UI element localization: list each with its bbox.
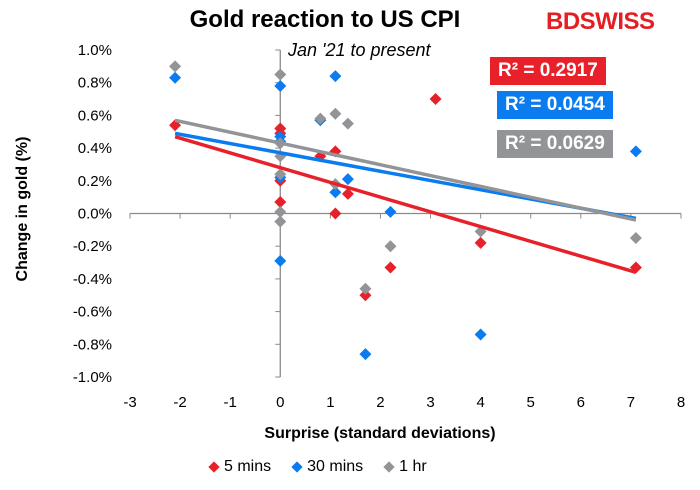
x-tick-label: 6 [577, 394, 585, 411]
data-point-1-hr [274, 205, 287, 218]
data-point-30-mins [384, 205, 397, 218]
data-point-1-hr [629, 232, 642, 245]
y-tick-label: -0.6% [73, 304, 112, 321]
y-tick-label: 0.6% [78, 107, 112, 124]
x-tick-label: 3 [426, 394, 434, 411]
y-tick-label: 0.4% [78, 140, 112, 157]
x-axis-label: Surprise (standard deviations) [264, 425, 496, 442]
data-point-30-mins [274, 254, 287, 267]
trendline-5-mins [174, 134, 637, 275]
y-tick-label: -0.8% [73, 336, 112, 353]
data-point-1-hr [359, 282, 372, 295]
y-tick-label: -0.2% [73, 238, 112, 255]
legend-item-5-mins: 5 mins [208, 458, 272, 476]
data-point-30-mins [341, 173, 354, 186]
r2-label-1-hr: R² = 0.0629 [497, 130, 613, 158]
x-tick-label: 4 [476, 394, 484, 411]
y-tick-label: 0.0% [78, 206, 112, 223]
x-tick-label: 8 [677, 394, 685, 411]
legend-item-30-mins: 30 mins [291, 458, 364, 476]
legend-item-1-hr: 1 hr [383, 458, 427, 476]
data-point-1-hr [341, 117, 354, 130]
y-axis-label: Change in gold (%) [14, 136, 31, 282]
data-point-5-mins [384, 261, 397, 274]
y-tick-label: 0.2% [78, 173, 112, 190]
x-tick-label: 1 [326, 394, 334, 411]
data-point-1-hr [274, 215, 287, 228]
data-point-30-mins [274, 79, 287, 92]
x-tick-label: -3 [123, 394, 136, 411]
data-point-1-hr [384, 240, 397, 253]
y-tick-label: 0.8% [78, 75, 112, 92]
data-point-30-mins [169, 71, 182, 84]
data-point-30-mins [474, 328, 487, 341]
data-point-1-hr [274, 68, 287, 81]
chart-title: Gold reaction to US CPI [189, 6, 461, 33]
legend-label: 1 hr [399, 458, 427, 475]
x-tick-label: 2 [376, 394, 384, 411]
data-point-1-hr [169, 60, 182, 73]
data-point-30-mins [629, 145, 642, 158]
diamond-marker-icon [383, 461, 395, 473]
data-point-1-hr [314, 112, 327, 125]
data-point-5-mins [359, 289, 372, 302]
data-point-30-mins [329, 70, 342, 83]
data-point-5-mins [274, 196, 287, 209]
x-tick-label: -2 [173, 394, 186, 411]
diamond-marker-icon [291, 461, 303, 473]
x-tick-label: 7 [627, 394, 635, 411]
chart-subtitle: Jan '21 to present [288, 40, 431, 60]
x-tick-label: -1 [224, 394, 237, 411]
diamond-marker-icon [208, 461, 220, 473]
trendline-1-hr [174, 118, 637, 222]
data-point-5-mins [341, 187, 354, 200]
data-point-30-mins [329, 186, 342, 199]
data-point-5-mins [429, 93, 442, 106]
x-tick-label: 0 [276, 394, 284, 411]
y-tick-label: -1.0% [73, 369, 112, 386]
y-tick-label: 1.0% [78, 42, 112, 59]
data-point-1-hr [329, 107, 342, 120]
legend: 5 mins 30 mins 1 hr [208, 458, 427, 476]
legend-label: 30 mins [307, 458, 364, 475]
y-tick-label: -0.4% [73, 271, 112, 288]
x-tick-label: 5 [527, 394, 535, 411]
data-point-5-mins [474, 236, 487, 249]
r2-label-30-mins: R² = 0.0454 [497, 91, 613, 119]
bdswiss-logo: BDSWISS [546, 8, 655, 35]
data-point-1-hr [274, 168, 287, 181]
legend-label: 5 mins [224, 458, 272, 475]
data-point-5-mins [329, 207, 342, 220]
data-point-30-mins [359, 348, 372, 361]
r2-label-5-mins: R² = 0.2917 [490, 57, 606, 85]
